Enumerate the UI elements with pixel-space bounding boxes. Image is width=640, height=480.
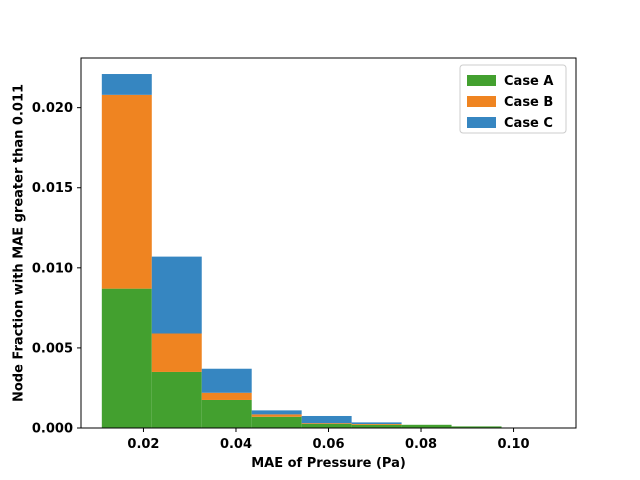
- y-tick-label: 0.020: [32, 101, 73, 116]
- bar-case-a-bin-2: [201, 399, 252, 428]
- y-tick-label: 0.000: [32, 422, 73, 437]
- y-tick-label: 0.005: [32, 341, 73, 356]
- x-tick-label: 0.08: [405, 437, 437, 452]
- legend-swatch: [467, 75, 496, 86]
- bar-case-a-bin-5: [351, 424, 402, 428]
- x-tick-label: 0.02: [127, 437, 159, 452]
- bar-case-a-bin-0: [101, 288, 152, 428]
- bar-case-c-bin-0: [101, 74, 152, 95]
- legend: Case A Case B Case C: [459, 64, 567, 134]
- bar-case-b-bin-4: [301, 423, 352, 424]
- x-tick-label: 0.06: [312, 437, 344, 452]
- bar-case-a-bin-6: [401, 424, 452, 428]
- y-axis-label: Node Fraction with MAE greater than 0.01…: [12, 84, 27, 402]
- x-axis: 0.02 0.04 0.06 0.08 0.10: [127, 428, 530, 452]
- x-tick-label: 0.10: [498, 437, 530, 452]
- y-axis: 0.000 0.005 0.010 0.015 0.020: [32, 101, 81, 437]
- bar-case-b-bin-5: [351, 423, 402, 425]
- x-tick-label: 0.04: [220, 437, 252, 452]
- bars-layer: [101, 74, 502, 428]
- bar-case-b-bin-2: [201, 392, 252, 400]
- bar-case-c-bin-5: [351, 422, 402, 424]
- bar-case-a-bin-7: [451, 426, 502, 428]
- legend-label: Case A: [504, 74, 553, 89]
- bar-case-b-bin-1: [151, 333, 202, 372]
- bar-case-a-bin-1: [151, 371, 202, 428]
- bar-case-c-bin-4: [301, 415, 352, 424]
- y-tick-label: 0.015: [32, 181, 73, 196]
- legend-label: Case B: [504, 95, 553, 110]
- bar-case-b-bin-0: [101, 94, 152, 289]
- bar-case-a-bin-4: [301, 423, 352, 428]
- bar-case-c-bin-3: [251, 410, 302, 415]
- legend-swatch: [467, 96, 496, 107]
- y-tick-label: 0.010: [32, 261, 73, 276]
- legend-label: Case C: [504, 116, 553, 131]
- bar-case-c-bin-2: [201, 368, 252, 393]
- bar-case-a-bin-3: [251, 416, 302, 428]
- bar-case-b-bin-3: [251, 414, 302, 417]
- legend-swatch: [467, 117, 496, 128]
- bar-case-c-bin-1: [151, 256, 202, 334]
- x-axis-label: MAE of Pressure (Pa): [251, 456, 406, 471]
